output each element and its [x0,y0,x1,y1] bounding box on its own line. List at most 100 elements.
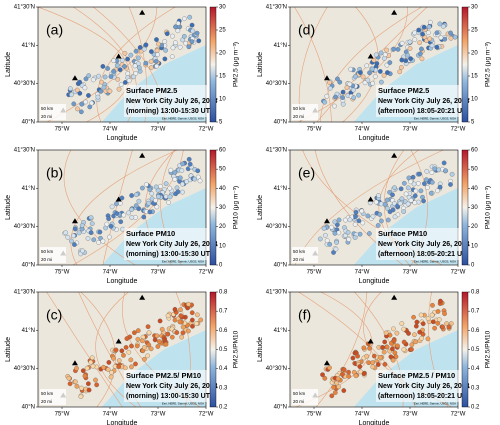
x-tick-label: 75°W [307,270,322,276]
track-point [67,381,73,387]
panel-label: (f) [298,307,311,323]
track-point [72,242,77,247]
track-point [355,353,360,359]
scale-bar-bg [40,104,66,120]
x-tick-label: 73°W [151,127,166,133]
track-point [412,332,417,338]
track-point [80,368,86,374]
track-point [444,321,449,326]
track-point [94,382,100,388]
track-point [79,223,85,228]
track-point [399,321,405,326]
attribution: Esri, HERE, Garmin, USGS, NGA [414,117,456,121]
track-point [195,168,201,174]
track-point [429,312,435,318]
track-point [398,186,404,192]
x-tick-label: 72°W [451,270,466,276]
track-point [321,226,327,231]
track-point [119,195,125,201]
track-point [435,188,440,194]
track-point [382,52,388,58]
colorbar-tick-label: 15 [219,74,226,80]
track-point [105,367,111,372]
map-frame [37,6,207,123]
annotation-title: Surface PM2.5/ PM10 [126,371,201,380]
track-point [177,175,183,181]
track-point [106,360,112,365]
track-point [370,360,375,365]
track-point [435,321,441,326]
attribution: Esri, HERE, Garmin, USGS, NGA [414,260,456,264]
track-point [194,30,200,36]
annotation-title: Surface PM2.5 [126,86,177,95]
colorbar-tick-label: 30 [471,5,478,11]
track-point [448,35,454,41]
track-point [107,88,113,94]
y-tick-label: 41°N [274,43,287,49]
x-tick-label: 74°W [355,127,370,133]
track-point [95,94,101,100]
road [102,150,133,265]
colorbar-tick-label: 20 [219,51,226,57]
track-point [437,184,443,190]
colorbar [461,291,469,408]
track-point [170,33,175,39]
map-panel: (a) Surface PM2.5 New York City July 26, 2… [5,5,240,142]
track-point [324,93,330,99]
track-point [434,30,440,36]
y-axis-label: Latitude [257,52,264,77]
colorbar-tick-label: 0 [471,263,475,269]
track-point [413,339,419,345]
track-point [131,74,137,80]
track-point [377,355,383,360]
track-point [429,170,435,175]
site-marker [71,75,78,81]
colorbar-tick-label: 0.7 [219,309,228,315]
colorbar-tick-label: 0.7 [471,309,480,315]
track-point [361,345,367,351]
track-point [116,86,122,92]
track-point [327,80,332,85]
track-point [425,185,430,190]
track-point [167,194,173,200]
track-point [395,46,401,52]
track-point [135,55,141,61]
track-point [97,229,103,235]
track-point [184,179,189,185]
track-point [440,24,446,29]
track-point [72,226,78,232]
track-point [189,317,195,323]
track-point [68,86,73,91]
scale-bar-km: 50 km [41,106,54,111]
track-point [101,364,106,370]
track-point [385,217,391,223]
road [70,150,178,265]
track-point [74,365,79,371]
annotation-bg [124,85,208,117]
track-point [100,238,106,244]
track-point [336,217,342,223]
track-point [128,357,134,363]
x-axis-label: Longitude [359,420,390,425]
track-point [186,156,192,162]
track-point [187,161,193,167]
track-point [348,66,353,72]
track-point [387,60,393,65]
annotation-line: (afternoon) 18:05-20:21 UT [378,393,467,400]
track-point [125,71,131,77]
track-point [426,24,432,30]
track-point [85,381,91,387]
track-point [79,385,84,391]
track-point [448,30,453,36]
x-tick-label: 74°W [103,412,118,418]
track-point [367,231,372,236]
annotation-title: Surface PM2.5 / PM10 [378,371,455,380]
track-point [74,87,80,93]
track-point [382,361,388,367]
track-point [367,345,372,351]
scale-bar-mi: 20 mi [41,399,52,404]
colorbar-tick-label: 20 [219,224,226,230]
track-point [377,212,383,217]
y-tick-label: 41°30'N [14,148,35,154]
track-point [342,233,348,238]
